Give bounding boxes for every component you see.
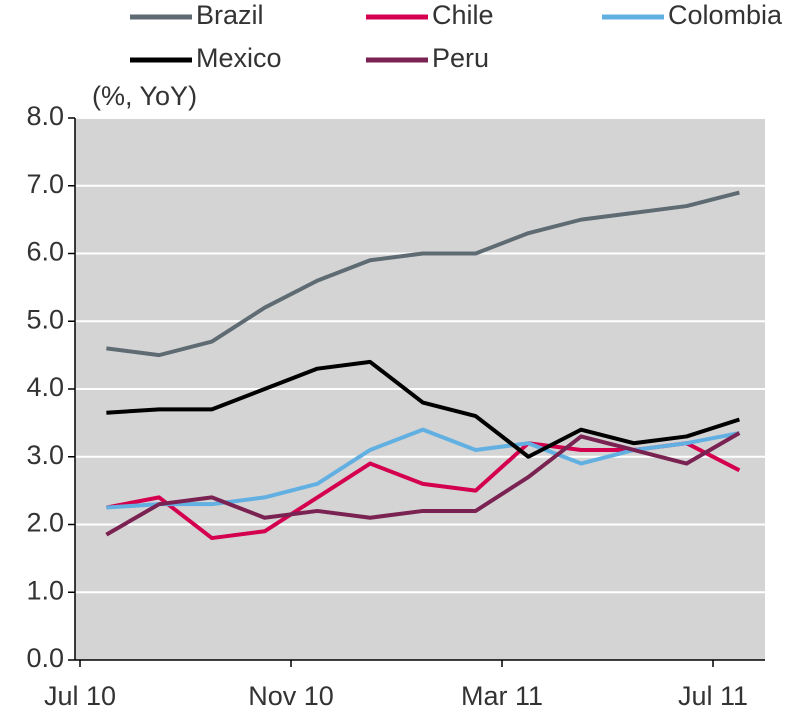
- x-tick-label: Jul 10: [44, 681, 116, 711]
- y-tick-label: 6.0: [26, 237, 64, 267]
- legend-label: Mexico: [196, 43, 282, 73]
- x-tick-label: Mar 11: [461, 681, 543, 711]
- series-line: [105, 431, 741, 537]
- series-line: [106, 359, 740, 459]
- y-tick-label: 1.0: [26, 575, 64, 605]
- x-tick-label: Jul 11: [678, 681, 748, 711]
- legend-label: Brazil: [196, 0, 264, 30]
- x-tick-label: Nov 10: [248, 681, 334, 711]
- y-tick-label: 3.0: [26, 440, 64, 470]
- y-tick-label: 8.0: [26, 101, 64, 131]
- y-tick-label: 0.0: [26, 643, 64, 673]
- y-tick-label: 2.0: [26, 508, 64, 538]
- series-line: [106, 190, 740, 358]
- y-tick-label: 5.0: [26, 304, 64, 334]
- y-tick-label: 4.0: [26, 372, 64, 402]
- y-axis-label: (%, YoY): [92, 81, 197, 111]
- legend-label: Peru: [432, 43, 489, 73]
- legend-label: Chile: [432, 0, 494, 30]
- y-tick-label: 7.0: [26, 169, 64, 199]
- legend-label: Colombia: [668, 0, 783, 30]
